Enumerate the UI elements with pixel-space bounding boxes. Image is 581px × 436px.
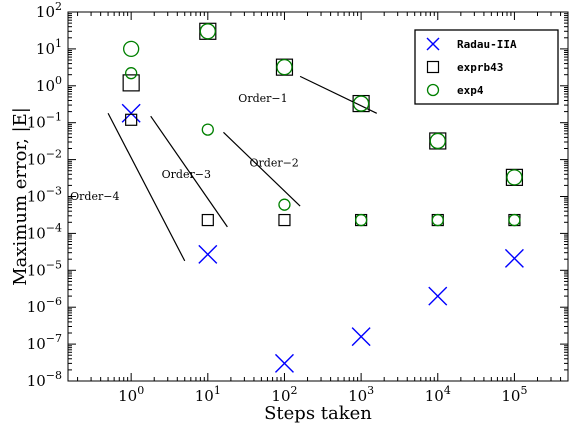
reference-line	[299, 75, 378, 114]
x-tick-label: 101	[195, 384, 221, 405]
legend-marker-square	[426, 60, 440, 74]
y-tick-label: 10−2	[27, 148, 62, 169]
data-point-circle	[199, 23, 216, 40]
y-tick-label: 101	[36, 37, 62, 58]
y-tick-label: 100	[36, 74, 62, 95]
data-point-x	[274, 353, 294, 373]
data-point-circle	[278, 198, 291, 211]
y-tick-label: 10−7	[27, 332, 62, 353]
reference-line-label: Order−4	[70, 190, 119, 203]
x-tick-label: 103	[348, 384, 374, 405]
data-point-circle	[276, 59, 293, 76]
reference-lines: Order−1 Order−2 Order−3 Order−4	[70, 75, 378, 262]
y-tick-label: 10−3	[27, 185, 62, 206]
y-axis-label: Maximum error, |E|	[10, 107, 31, 286]
x-tick-label: 104	[425, 384, 451, 405]
data-point-circle	[506, 169, 523, 186]
y-axis-ticks: 10−8 10−7 10−6 10−5 10−4 10−3 10−2 10−1 100 101 10…	[27, 0, 568, 390]
series-circle	[123, 23, 523, 227]
data-point-circle	[508, 213, 521, 227]
reference-line-label: Order−2	[250, 157, 299, 170]
y-tick-label: 10−5	[27, 258, 62, 279]
x-axis-label: Steps taken	[264, 403, 372, 424]
reference-line	[223, 131, 301, 207]
data-point-circle	[125, 67, 138, 80]
reference-line	[150, 115, 228, 228]
data-point-x	[504, 248, 524, 268]
data-point-square	[278, 213, 291, 227]
x-axis-ticks: 100 101 102 103 104 105	[77, 12, 569, 405]
series-x	[121, 103, 524, 373]
data-point-circle	[201, 123, 214, 136]
data-point-circle	[431, 213, 444, 227]
y-tick-label: 10−1	[27, 111, 62, 132]
data-point-x	[198, 244, 218, 264]
legend-marker-x	[426, 37, 440, 51]
legend-entry-label: exp4	[457, 84, 484, 97]
y-tick-label: 102	[36, 0, 62, 21]
reference-line	[107, 113, 186, 262]
legend-entry-label: exprb43	[457, 61, 503, 74]
data-point-square	[125, 113, 138, 126]
data-point-square	[201, 213, 214, 227]
reference-line-label: Order−3	[162, 168, 211, 181]
data-point-square	[122, 74, 140, 92]
data-point-x	[428, 286, 448, 306]
x-tick-label: 102	[271, 384, 297, 405]
legend: Radau-IIA exprb43 exp4	[414, 29, 559, 105]
y-tick-label: 10−6	[27, 295, 62, 316]
data-point-circle	[352, 95, 370, 112]
reference-line-label: Order−1	[238, 92, 287, 105]
x-tick-label: 105	[501, 384, 527, 405]
data-point-x	[121, 103, 141, 123]
data-markers	[121, 22, 524, 373]
data-point-circle	[123, 40, 140, 58]
legend-marker-circle	[426, 83, 440, 97]
y-tick-label: 10−4	[27, 221, 62, 242]
data-point-circle	[429, 132, 446, 150]
data-point-circle	[354, 213, 368, 227]
y-tick-label: 10−8	[27, 369, 62, 390]
data-point-x	[351, 327, 371, 347]
legend-entry-label: Radau-IIA	[457, 38, 517, 51]
x-tick-label: 100	[118, 384, 144, 405]
